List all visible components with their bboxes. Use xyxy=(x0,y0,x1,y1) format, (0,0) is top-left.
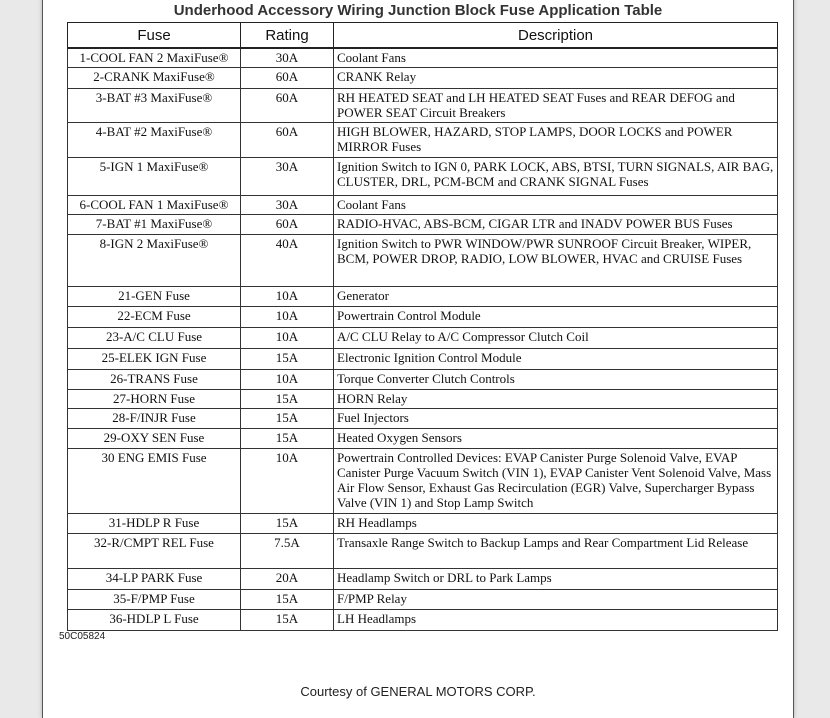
fuse-cell: 2-CRANK MaxiFuse® xyxy=(67,66,241,89)
description-cell: HORN Relay xyxy=(333,388,778,409)
document-page: Underhood Accessory Wiring Junction Bloc… xyxy=(42,0,794,718)
rating-cell: 60A xyxy=(240,121,334,158)
description-cell: RH HEATED SEAT and LH HEATED SEAT Fuses … xyxy=(333,87,778,123)
fuse-cell: 4-BAT #2 MaxiFuse® xyxy=(67,121,241,158)
fuse-cell: 30 ENG EMIS Fuse xyxy=(67,447,241,514)
fuse-cell: 1-COOL FAN 2 MaxiFuse® xyxy=(67,47,241,68)
table-row: 23-A/C CLU Fuse 10A A/C CLU Relay to A/C C… xyxy=(67,326,778,349)
description-cell: Torque Converter Clutch Controls xyxy=(333,368,778,390)
description-cell: RH Headlamps xyxy=(333,512,778,534)
fuse-cell: 26-TRANS Fuse xyxy=(67,368,241,390)
rating-cell: 60A xyxy=(240,66,334,89)
table-title: Underhood Accessory Wiring Junction Bloc… xyxy=(173,2,663,19)
fuse-cell: 28-F/INJR Fuse xyxy=(67,407,241,429)
table-row: 5-IGN 1 MaxiFuse® 30A Ignition Switch to I… xyxy=(67,156,778,196)
description-cell: Ignition Switch to PWR WINDOW/PWR SUNROO… xyxy=(333,233,778,287)
rating-cell: 20A xyxy=(240,567,334,590)
table-row: 3-BAT #3 MaxiFuse® 60A RH HEATED SEAT and … xyxy=(67,87,778,123)
fuse-cell: 29-OXY SEN Fuse xyxy=(67,427,241,449)
table-row: 1-COOL FAN 2 MaxiFuse® 30A Coolant Fans xyxy=(67,47,778,68)
table-body: 1-COOL FAN 2 MaxiFuse® 30A Coolant Fans 2-C… xyxy=(67,47,778,631)
description-cell: Fuel Injectors xyxy=(333,407,778,429)
table-row: 2-CRANK MaxiFuse® 60A CRANK Relay xyxy=(67,66,778,89)
rating-cell: 15A xyxy=(240,427,334,449)
description-cell: Transaxle Range Switch to Backup Lamps a… xyxy=(333,532,778,569)
courtesy-note: Courtesy of GENERAL MOTORS CORP. xyxy=(300,684,536,699)
table-row: 25-ELEK IGN Fuse 15A Electronic Ignition C… xyxy=(67,347,778,370)
fuse-cell: 27-HORN Fuse xyxy=(67,388,241,409)
fuse-cell: 35-F/PMP Fuse xyxy=(67,588,241,610)
rating-cell: 30A xyxy=(240,194,334,215)
fuse-table: Fuse Rating Description 1-COOL FAN 2 Max… xyxy=(67,22,778,631)
table-row: 35-F/PMP Fuse 15A F/PMP Relay xyxy=(67,588,778,610)
fuse-cell: 22-ECM Fuse xyxy=(67,305,241,328)
table-row: 29-OXY SEN Fuse 15A Heated Oxygen Sensors xyxy=(67,427,778,449)
fuse-cell: 36-HDLP L Fuse xyxy=(67,608,241,631)
description-cell: Generator xyxy=(333,285,778,307)
rating-cell: 10A xyxy=(240,305,334,328)
table-header-row: Fuse Rating Description xyxy=(67,22,778,49)
table-row: 27-HORN Fuse 15A HORN Relay xyxy=(67,388,778,409)
description-cell: Headlamp Switch or DRL to Park Lamps xyxy=(333,567,778,590)
fuse-cell: 34-LP PARK Fuse xyxy=(67,567,241,590)
description-cell: Ignition Switch to IGN 0, PARK LOCK, ABS… xyxy=(333,156,778,196)
header-fuse: Fuse xyxy=(67,22,241,49)
fuse-cell: 3-BAT #3 MaxiFuse® xyxy=(67,87,241,123)
table-row: 22-ECM Fuse 10A Powertrain Control Module xyxy=(67,305,778,328)
fuse-cell: 25-ELEK IGN Fuse xyxy=(67,347,241,370)
rating-cell: 10A xyxy=(240,285,334,307)
fuse-cell: 31-HDLP R Fuse xyxy=(67,512,241,534)
rating-cell: 10A xyxy=(240,326,334,349)
rating-cell: 15A xyxy=(240,407,334,429)
fuse-cell: 21-GEN Fuse xyxy=(67,285,241,307)
header-description: Description xyxy=(333,22,778,49)
description-cell: Electronic Ignition Control Module xyxy=(333,347,778,370)
rating-cell: 15A xyxy=(240,512,334,534)
fuse-cell: 6-COOL FAN 1 MaxiFuse® xyxy=(67,194,241,215)
table-row: 4-BAT #2 MaxiFuse® 60A HIGH BLOWER, HAZARD… xyxy=(67,121,778,158)
description-cell: Powertrain Control Module xyxy=(333,305,778,328)
rating-cell: 40A xyxy=(240,233,334,287)
description-cell: CRANK Relay xyxy=(333,66,778,89)
table-row: 6-COOL FAN 1 MaxiFuse® 30A Coolant Fans xyxy=(67,194,778,215)
rating-cell: 60A xyxy=(240,87,334,123)
description-cell: A/C CLU Relay to A/C Compressor Clutch C… xyxy=(333,326,778,349)
table-row: 8-IGN 2 MaxiFuse® 40A Ignition Switch to P… xyxy=(67,233,778,287)
fuse-cell: 7-BAT #1 MaxiFuse® xyxy=(67,213,241,235)
fuse-cell: 32-R/CMPT REL Fuse xyxy=(67,532,241,569)
table-row: 31-HDLP R Fuse 15A RH Headlamps xyxy=(67,512,778,534)
table-row: 28-F/INJR Fuse 15A Fuel Injectors xyxy=(67,407,778,429)
table-row: 7-BAT #1 MaxiFuse® 60A RADIO-HVAC, ABS-BCM… xyxy=(67,213,778,235)
table-row: 36-HDLP L Fuse 15A LH Headlamps xyxy=(67,608,778,631)
table-row: 21-GEN Fuse 10A Generator xyxy=(67,285,778,307)
rating-cell: 30A xyxy=(240,47,334,68)
table-row: 30 ENG EMIS Fuse 10A Powertrain Controlled… xyxy=(67,447,778,514)
table-row: 34-LP PARK Fuse 20A Headlamp Switch or DRL… xyxy=(67,567,778,590)
figure-code: 50C05824 xyxy=(59,631,106,642)
rating-cell: 10A xyxy=(240,368,334,390)
description-cell: Heated Oxygen Sensors xyxy=(333,427,778,449)
description-cell: Coolant Fans xyxy=(333,47,778,68)
fuse-cell: 8-IGN 2 MaxiFuse® xyxy=(67,233,241,287)
rating-cell: 15A xyxy=(240,388,334,409)
rating-cell: 30A xyxy=(240,156,334,196)
rating-cell: 15A xyxy=(240,347,334,370)
table-row: 32-R/CMPT REL Fuse 7.5A Transaxle Range Sw… xyxy=(67,532,778,569)
rating-cell: 15A xyxy=(240,588,334,610)
description-cell: LH Headlamps xyxy=(333,608,778,631)
rating-cell: 10A xyxy=(240,447,334,514)
rating-cell: 15A xyxy=(240,608,334,631)
fuse-cell: 23-A/C CLU Fuse xyxy=(67,326,241,349)
description-cell: F/PMP Relay xyxy=(333,588,778,610)
description-cell: HIGH BLOWER, HAZARD, STOP LAMPS, DOOR LO… xyxy=(333,121,778,158)
header-rating: Rating xyxy=(240,22,334,49)
rating-cell: 60A xyxy=(240,213,334,235)
description-cell: RADIO-HVAC, ABS-BCM, CIGAR LTR and INADV… xyxy=(333,213,778,235)
description-cell: Powertrain Controlled Devices: EVAP Cani… xyxy=(333,447,778,514)
fuse-cell: 5-IGN 1 MaxiFuse® xyxy=(67,156,241,196)
table-row: 26-TRANS Fuse 10A Torque Converter Clutch … xyxy=(67,368,778,390)
rating-cell: 7.5A xyxy=(240,532,334,569)
description-cell: Coolant Fans xyxy=(333,194,778,215)
